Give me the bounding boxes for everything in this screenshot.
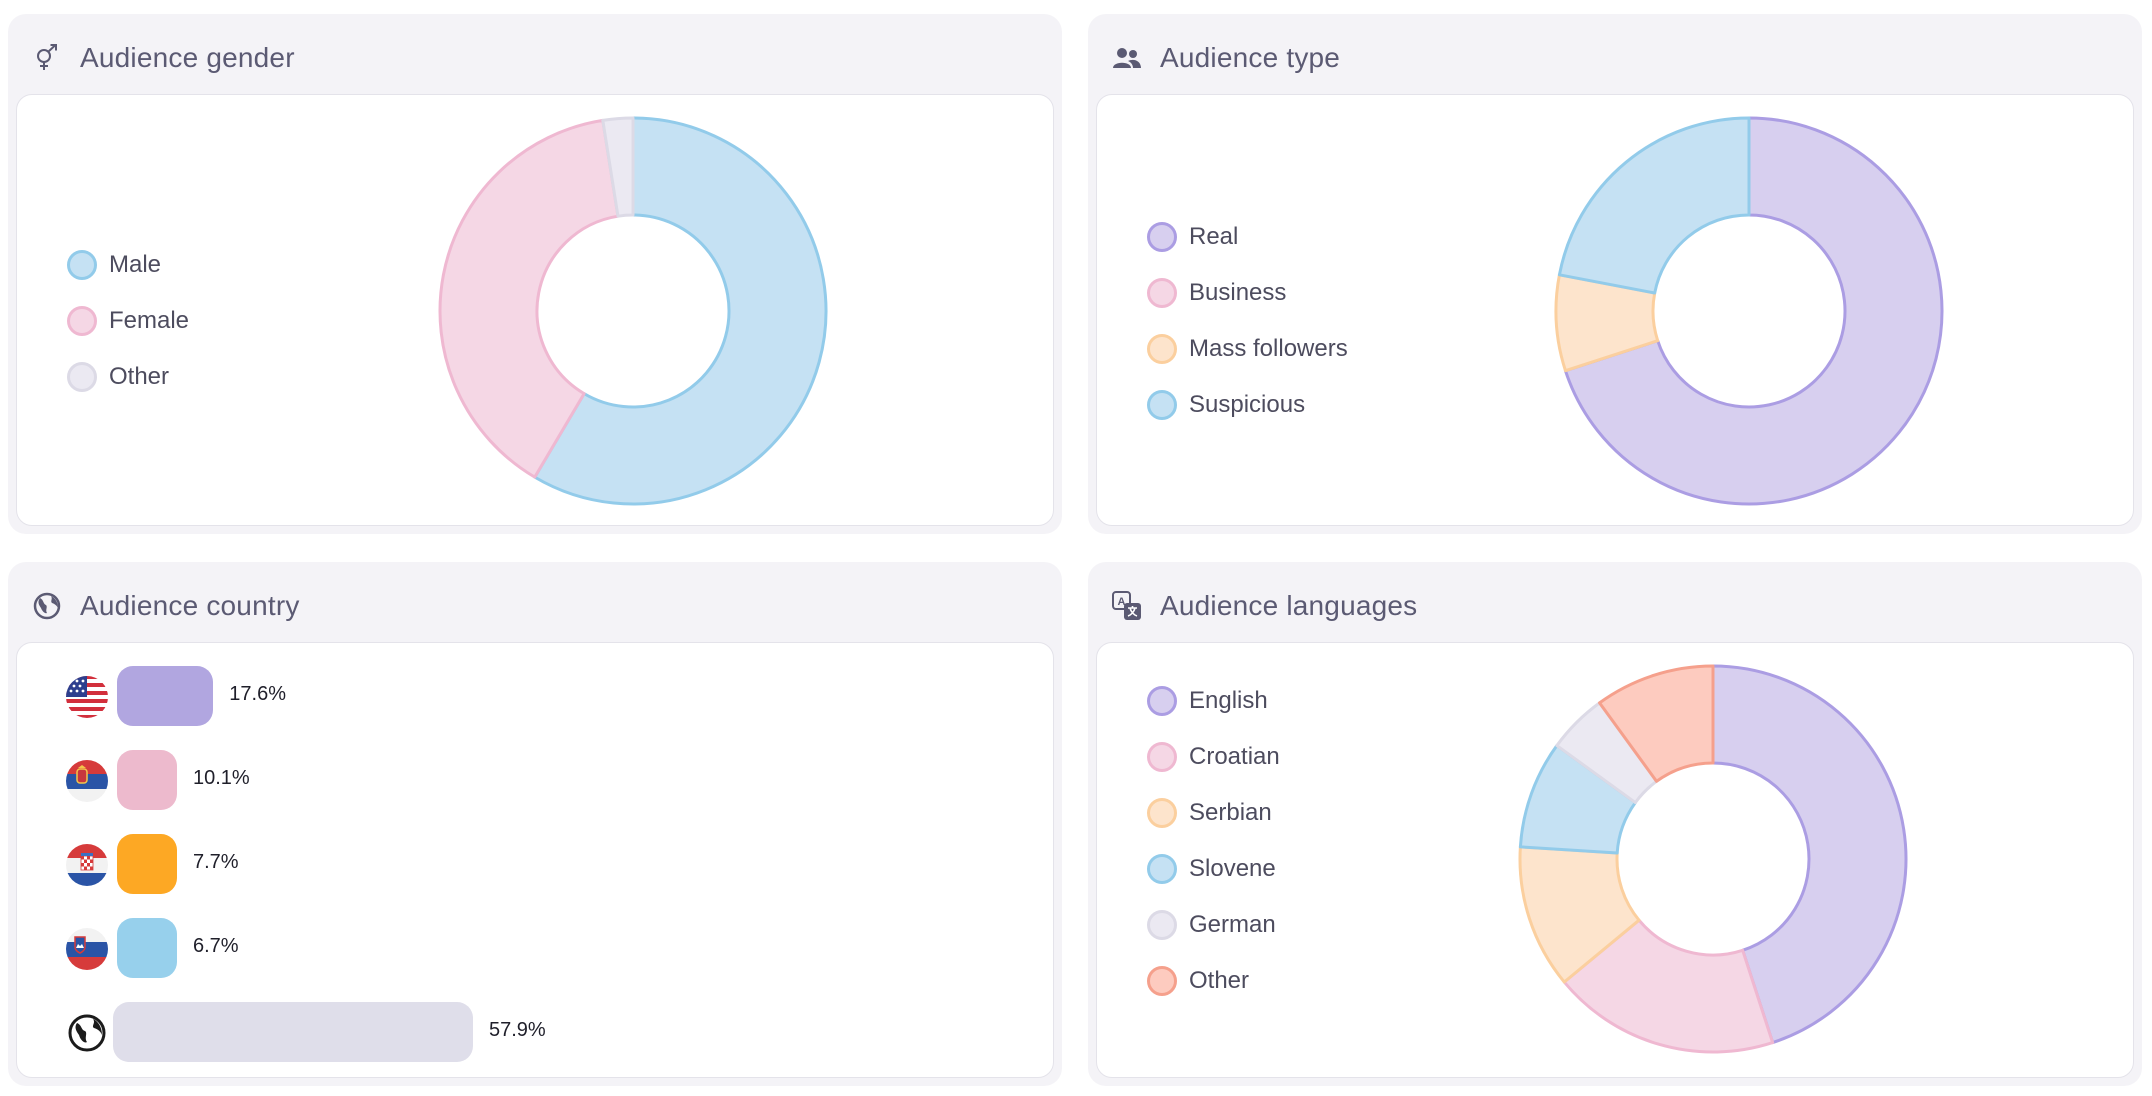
- chart-legend: English Croatian Serbian Slovene German: [1147, 673, 1280, 1009]
- svg-text:A: A: [1118, 596, 1126, 608]
- legend-swatch: [1147, 222, 1177, 252]
- bar-value-label: 17.6%: [229, 683, 287, 705]
- chart-legend: Real Business Mass followers Suspicious: [1147, 209, 1348, 433]
- country-bar[interactable]: [117, 918, 177, 978]
- legend-swatch: [67, 250, 97, 280]
- languages-donut-chart: [1518, 664, 1908, 1054]
- legend-item-english[interactable]: English: [1147, 673, 1280, 729]
- legend-item-german[interactable]: German: [1147, 897, 1280, 953]
- legend-item-business[interactable]: Business: [1147, 265, 1348, 321]
- panel-title: Audience gender: [80, 42, 295, 73]
- chart-card: Real Business Mass followers Suspicious: [1096, 94, 2134, 526]
- panel-title: Audience type: [1160, 42, 1341, 73]
- people-icon: [1112, 43, 1142, 73]
- us-flag-icon: [65, 675, 109, 719]
- gender-donut-chart: [438, 116, 828, 506]
- legend-item-real[interactable]: Real: [1147, 209, 1348, 265]
- bar-value-label: 6.7%: [193, 935, 239, 957]
- chart-card: Male Female Other: [16, 94, 1054, 526]
- croatia-flag-icon: [65, 843, 109, 887]
- legend-item-croatian[interactable]: Croatian: [1147, 729, 1280, 785]
- globe-icon: [65, 1011, 109, 1055]
- panel-header: Audience country: [32, 562, 300, 650]
- legend-swatch: [67, 306, 97, 336]
- legend-item-other[interactable]: Other: [1147, 953, 1280, 1009]
- audience-gender-panel: Audience gender Male Female Other: [8, 14, 1062, 534]
- legend-item-serbian[interactable]: Serbian: [1147, 785, 1280, 841]
- audience-languages-panel: A Audience languages English Croatian: [1088, 562, 2142, 1086]
- legend-label: Other: [1189, 967, 1250, 994]
- slovenia-flag-icon: [65, 927, 109, 971]
- legend-swatch: [67, 362, 97, 392]
- audience-type-panel: Audience type Real Business Mass followe…: [1088, 14, 2142, 534]
- legend-item-mass-followers[interactable]: Mass followers: [1147, 321, 1348, 377]
- legend-swatch: [1147, 686, 1177, 716]
- country-bar[interactable]: [117, 834, 177, 894]
- bar-value-label: 7.7%: [193, 851, 239, 873]
- donut-slice-female[interactable]: [438, 118, 620, 479]
- legend-label: Other: [109, 363, 170, 390]
- donut-slice-croatian[interactable]: [1562, 918, 1775, 1054]
- panel-title: Audience languages: [1160, 590, 1418, 621]
- bar-value-label: 57.9%: [489, 1019, 546, 1041]
- panel-header: A Audience languages: [1112, 562, 1417, 650]
- donut-slice-real[interactable]: [1563, 116, 1944, 506]
- country-row: 6.7%: [17, 907, 1053, 991]
- chart-legend: Male Female Other: [67, 237, 189, 405]
- legend-label: Serbian: [1189, 799, 1272, 826]
- chart-card: English Croatian Serbian Slovene German: [1096, 642, 2134, 1078]
- legend-label: Female: [109, 307, 190, 334]
- country-row: 17.6%: [17, 655, 1053, 739]
- donut-slice-male[interactable]: [533, 116, 828, 506]
- gender-icon: [32, 43, 62, 73]
- legend-label: Business: [1189, 279, 1287, 306]
- globe-icon: [32, 591, 62, 621]
- legend-swatch: [1147, 390, 1177, 420]
- legend-label: Croatian: [1189, 743, 1280, 770]
- legend-label: Mass followers: [1189, 335, 1348, 362]
- panel-header: Audience gender: [32, 14, 295, 102]
- audience-country-panel: Audience country 17.6% 10.1% 7.7% 6.7% 57.9%: [8, 562, 1062, 1086]
- country-bar-chart: 17.6% 10.1% 7.7% 6.7% 57.9%: [17, 655, 1053, 1077]
- country-bar[interactable]: [113, 1002, 473, 1062]
- legend-swatch: [1147, 278, 1177, 308]
- legend-label: Slovene: [1189, 855, 1276, 882]
- country-row: 57.9%: [17, 991, 1053, 1075]
- legend-item-other[interactable]: Other: [67, 349, 189, 405]
- legend-swatch: [1147, 798, 1177, 828]
- legend-label: Real: [1189, 223, 1239, 250]
- country-row: 7.7%: [17, 823, 1053, 907]
- panel-title: Audience country: [80, 590, 300, 621]
- legend-swatch: [1147, 854, 1177, 884]
- donut-slice-other[interactable]: [601, 116, 635, 218]
- legend-item-male[interactable]: Male: [67, 237, 189, 293]
- translate-icon: A: [1112, 591, 1142, 621]
- donut-slice-other[interactable]: [1598, 664, 1715, 783]
- legend-label: Suspicious: [1189, 391, 1306, 418]
- legend-swatch: [1147, 966, 1177, 996]
- legend-label: English: [1189, 687, 1268, 714]
- serbia-flag-icon: [65, 759, 109, 803]
- legend-item-female[interactable]: Female: [67, 293, 189, 349]
- legend-item-slovene[interactable]: Slovene: [1147, 841, 1280, 897]
- legend-item-suspicious[interactable]: Suspicious: [1147, 377, 1348, 433]
- chart-card: 17.6% 10.1% 7.7% 6.7% 57.9%: [16, 642, 1054, 1078]
- donut-slice-english[interactable]: [1711, 664, 1908, 1045]
- legend-swatch: [1147, 910, 1177, 940]
- type-donut-chart: [1554, 116, 1944, 506]
- legend-swatch: [1147, 334, 1177, 364]
- legend-label: Male: [109, 251, 162, 278]
- country-row: 10.1%: [17, 739, 1053, 823]
- legend-label: German: [1189, 911, 1276, 938]
- country-bar[interactable]: [117, 750, 177, 810]
- donut-slice-suspicious[interactable]: [1557, 116, 1751, 295]
- bar-value-label: 10.1%: [193, 767, 250, 789]
- panel-header: Audience type: [1112, 14, 1340, 102]
- legend-swatch: [1147, 742, 1177, 772]
- country-bar[interactable]: [117, 666, 214, 726]
